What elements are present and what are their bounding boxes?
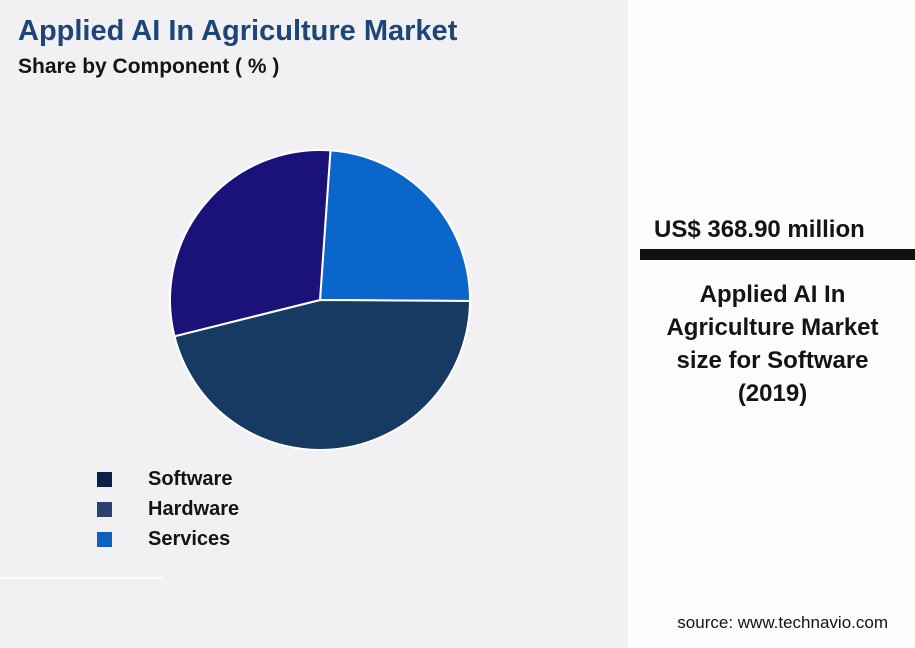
legend-label-hardware: Hardware: [148, 497, 240, 520]
pie-slice-software: [173, 299, 471, 451]
services-swatch-icon: [97, 531, 112, 547]
pie-slice-hardware: [169, 149, 332, 338]
market-size-value: US$ 368.90 million: [654, 216, 865, 243]
chart-header: Applied AI In Agriculture Market Share b…: [18, 14, 457, 79]
market-size-caption: Applied AI In Agriculture Market size fo…: [630, 278, 915, 410]
pie-slice-services: [319, 149, 472, 303]
highlight-panel: US$ 368.90 million Applied AI In Agricul…: [628, 0, 915, 648]
legend-label-services: Services: [148, 527, 231, 550]
source-attribution: source: www.technavio.com: [677, 613, 888, 632]
value-underline-bar: [640, 249, 915, 260]
pie-chart-container: [158, 138, 482, 462]
legend-item-services: Services: [97, 524, 239, 554]
caption-line-1: Applied AI In: [699, 281, 846, 308]
pie-chart: [169, 149, 472, 451]
legend-label-software: Software: [148, 467, 233, 490]
decorative-divider: [0, 577, 162, 579]
caption-line-3: size for Software: [676, 347, 869, 374]
chart-subtitle: Share by Component ( % ): [18, 54, 280, 78]
caption-line-2: Agriculture Market: [666, 314, 879, 341]
software-swatch-icon: [97, 471, 112, 487]
hardware-swatch-icon: [97, 501, 112, 517]
legend-item-software: Software: [97, 464, 239, 494]
legend-item-hardware: Hardware: [97, 494, 239, 524]
caption-line-4: (2019): [737, 380, 808, 407]
chart-legend: Software Hardware Services: [97, 464, 239, 554]
chart-title: Applied AI In Agriculture Market: [18, 15, 458, 47]
